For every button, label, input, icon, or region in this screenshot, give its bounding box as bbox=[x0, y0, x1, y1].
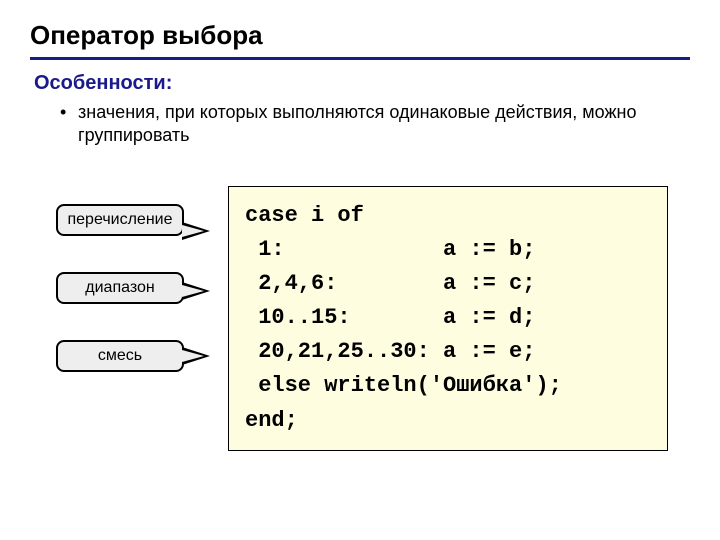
callout-enum: перечисление bbox=[56, 204, 184, 236]
content-area: перечисление диапазон смесь case i of 1:… bbox=[30, 186, 690, 486]
code-line-3: 2,4,6: a := c; bbox=[245, 271, 535, 296]
code-line-6: else writeln('Ошибка'); bbox=[245, 373, 562, 398]
callout-mix-label: смесь bbox=[98, 347, 142, 365]
code-line-2: 1: a := b; bbox=[245, 237, 535, 262]
slide: Оператор выбора Особенности: значения, п… bbox=[0, 0, 720, 540]
callout-range: диапазон bbox=[56, 272, 184, 304]
subheading: Особенности: bbox=[34, 72, 690, 95]
callout-mix-pointer-fill bbox=[182, 350, 204, 362]
title-underline bbox=[30, 57, 690, 60]
callout-range-label: диапазон bbox=[85, 279, 154, 297]
callout-enum-label: перечисление bbox=[67, 211, 172, 229]
code-line-1: case i of bbox=[245, 203, 364, 228]
page-title: Оператор выбора bbox=[30, 20, 690, 51]
callout-enum-pointer-fill bbox=[182, 225, 204, 237]
code-line-4: 10..15: a := d; bbox=[245, 305, 535, 330]
callout-mix: смесь bbox=[56, 340, 184, 372]
bullet-item: значения, при которых выполняются одинак… bbox=[78, 101, 650, 146]
code-line-7: end; bbox=[245, 408, 298, 433]
code-line-5: 20,21,25..30: a := e; bbox=[245, 339, 535, 364]
callout-range-pointer-fill bbox=[182, 285, 204, 297]
code-block: case i of 1: a := b; 2,4,6: a := c; 10..… bbox=[228, 186, 668, 451]
